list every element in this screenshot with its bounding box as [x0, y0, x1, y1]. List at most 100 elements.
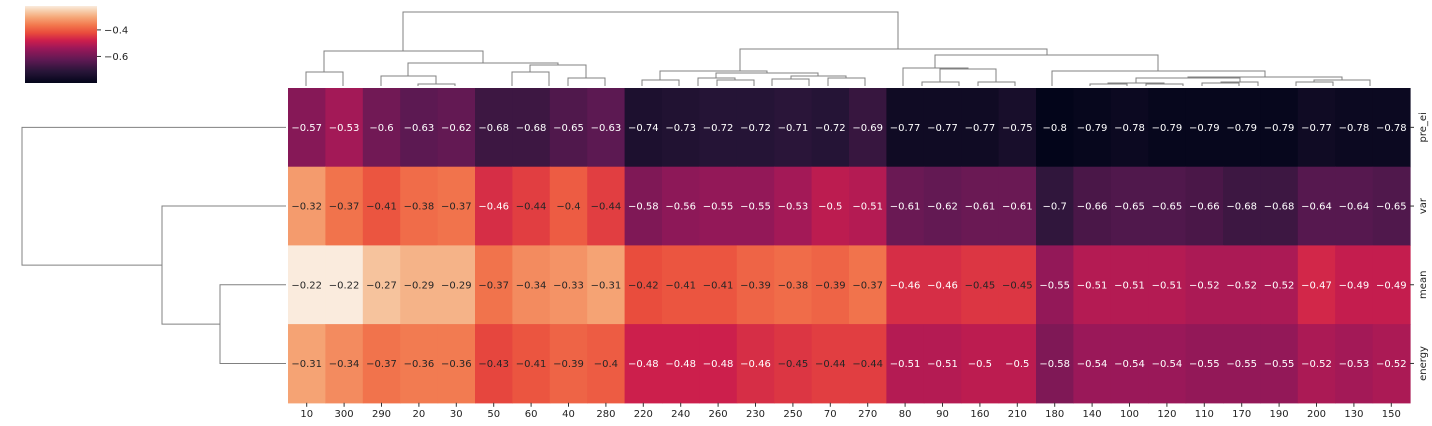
heatmap-cell: [400, 88, 439, 168]
cell-value-label: −0.79: [1264, 123, 1295, 134]
heatmap-cell: [1036, 88, 1074, 168]
heatmap-cell: [886, 245, 925, 325]
cell-value-label: −0.48: [628, 359, 659, 370]
dendrogram-link: [1145, 83, 1184, 86]
cell-value-label: −0.29: [441, 280, 472, 291]
dendrogram-link: [977, 81, 1016, 86]
x-tick-label: 30: [450, 409, 463, 420]
dendrogram-link: [1295, 81, 1334, 86]
dendrogram-link: [1313, 79, 1371, 86]
heatmap-cell: [1148, 88, 1187, 168]
heatmap-cell: [961, 245, 1000, 325]
heatmap-cell: [1335, 88, 1374, 168]
x-tick-label: 60: [525, 409, 538, 420]
cell-value-label: −0.79: [1152, 123, 1183, 134]
heatmap-cell: [362, 324, 401, 404]
heatmap-cell: [1185, 245, 1224, 325]
heatmap-cell: [1372, 245, 1411, 325]
cell-value-label: −0.48: [665, 359, 696, 370]
cell-value-label: −0.52: [1189, 280, 1220, 291]
x-tick-label: 300: [335, 409, 354, 420]
dendrogram-link: [939, 68, 997, 82]
cell-value-label: −0.61: [1002, 202, 1033, 213]
cell-value-label: −0.68: [516, 123, 547, 134]
dendrogram-link: [827, 77, 866, 86]
heatmap-cell: [549, 166, 588, 246]
y-tick-label: var: [1418, 197, 1429, 214]
heatmap-cell: [1073, 245, 1112, 325]
cell-value-label: −0.48: [703, 359, 734, 370]
x-tick-label: 230: [746, 409, 765, 420]
heatmap-cell: [849, 245, 887, 325]
cell-value-label: −0.72: [740, 123, 771, 134]
colorbar: −0.4 −0.6: [25, 6, 128, 83]
heatmap-cell: [325, 166, 364, 246]
y-tick-label: pre_ei: [1418, 112, 1429, 142]
cell-value-label: −0.46: [478, 202, 509, 213]
cell-value-label: −0.77: [927, 123, 958, 134]
dendrogram-link: [323, 50, 484, 72]
cell-value-label: −0.54: [1152, 359, 1183, 370]
cell-value-label: −0.55: [1189, 359, 1220, 370]
heatmap-cell: [400, 166, 439, 246]
x-tick-label: 100: [1120, 409, 1139, 420]
cell-value-label: −0.77: [965, 123, 996, 134]
colorbar-gradient: [25, 6, 97, 83]
heatmap-cell: [998, 88, 1037, 168]
heatmap-cell: [961, 166, 1000, 246]
heatmap-cell: [549, 88, 588, 168]
x-tick-label: 220: [634, 409, 653, 420]
cell-value-label: −0.54: [1114, 359, 1145, 370]
heatmap-cell: [1260, 166, 1299, 246]
heatmap-cell: [475, 324, 513, 404]
cell-value-label: −0.65: [553, 123, 584, 134]
cell-value-label: −0.45: [778, 359, 809, 370]
cell-value-label: −0.22: [329, 280, 360, 291]
cell-value-label: −0.33: [553, 280, 584, 291]
cell-value-label: −0.62: [927, 202, 958, 213]
heatmap-cell: [886, 324, 925, 404]
dendrogram-link: [417, 83, 456, 86]
cell-value-label: −0.37: [329, 202, 360, 213]
cell-value-label: −0.41: [703, 280, 734, 291]
heatmap-cell: [1110, 324, 1149, 404]
column-dendrogram: [305, 11, 1371, 86]
x-tick-label: 290: [372, 409, 391, 420]
cell-value-label: −0.78: [1114, 123, 1145, 134]
cell-value-label: −0.41: [516, 359, 547, 370]
heatmap-cell: [662, 245, 700, 325]
heatmap-cell: [1110, 245, 1149, 325]
heatmap-cell: [811, 88, 850, 168]
heatmap-cell: [699, 245, 738, 325]
heatmap-cell: [849, 166, 887, 246]
cell-value-label: −0.44: [852, 359, 883, 370]
cell-value-label: −0.77: [1301, 123, 1332, 134]
cell-value-label: −0.31: [291, 359, 322, 370]
cell-value-label: −0.5: [968, 359, 992, 370]
cell-value-label: −0.58: [1039, 359, 1070, 370]
cell-value-label: −0.36: [441, 359, 472, 370]
heatmap-cell: [774, 245, 813, 325]
heatmap-cell: [961, 324, 1000, 404]
cell-value-label: −0.63: [404, 123, 435, 134]
heatmap-cell: [437, 88, 476, 168]
heatmap-cell: [549, 245, 588, 325]
heatmap-cell: [1335, 324, 1374, 404]
cell-value-label: −0.64: [1301, 202, 1332, 213]
y-tick-label: mean: [1418, 271, 1429, 299]
heatmap-cell: [325, 88, 364, 168]
cell-value-label: −0.72: [703, 123, 734, 134]
cell-value-label: −0.54: [1077, 359, 1108, 370]
cell-value-label: −0.69: [852, 123, 883, 134]
cell-value-label: −0.49: [1376, 280, 1407, 291]
dendrogram-link: [161, 205, 286, 325]
cell-value-label: −0.51: [1114, 280, 1145, 291]
dendrogram-link: [902, 67, 969, 86]
heatmap-cell: [362, 166, 401, 246]
dendrogram-link: [659, 70, 768, 80]
heatmap-cell: [923, 88, 962, 168]
x-tick-label: 10: [300, 409, 313, 420]
cell-value-label: −0.52: [1226, 280, 1257, 291]
x-tick-label: 180: [1045, 409, 1064, 420]
